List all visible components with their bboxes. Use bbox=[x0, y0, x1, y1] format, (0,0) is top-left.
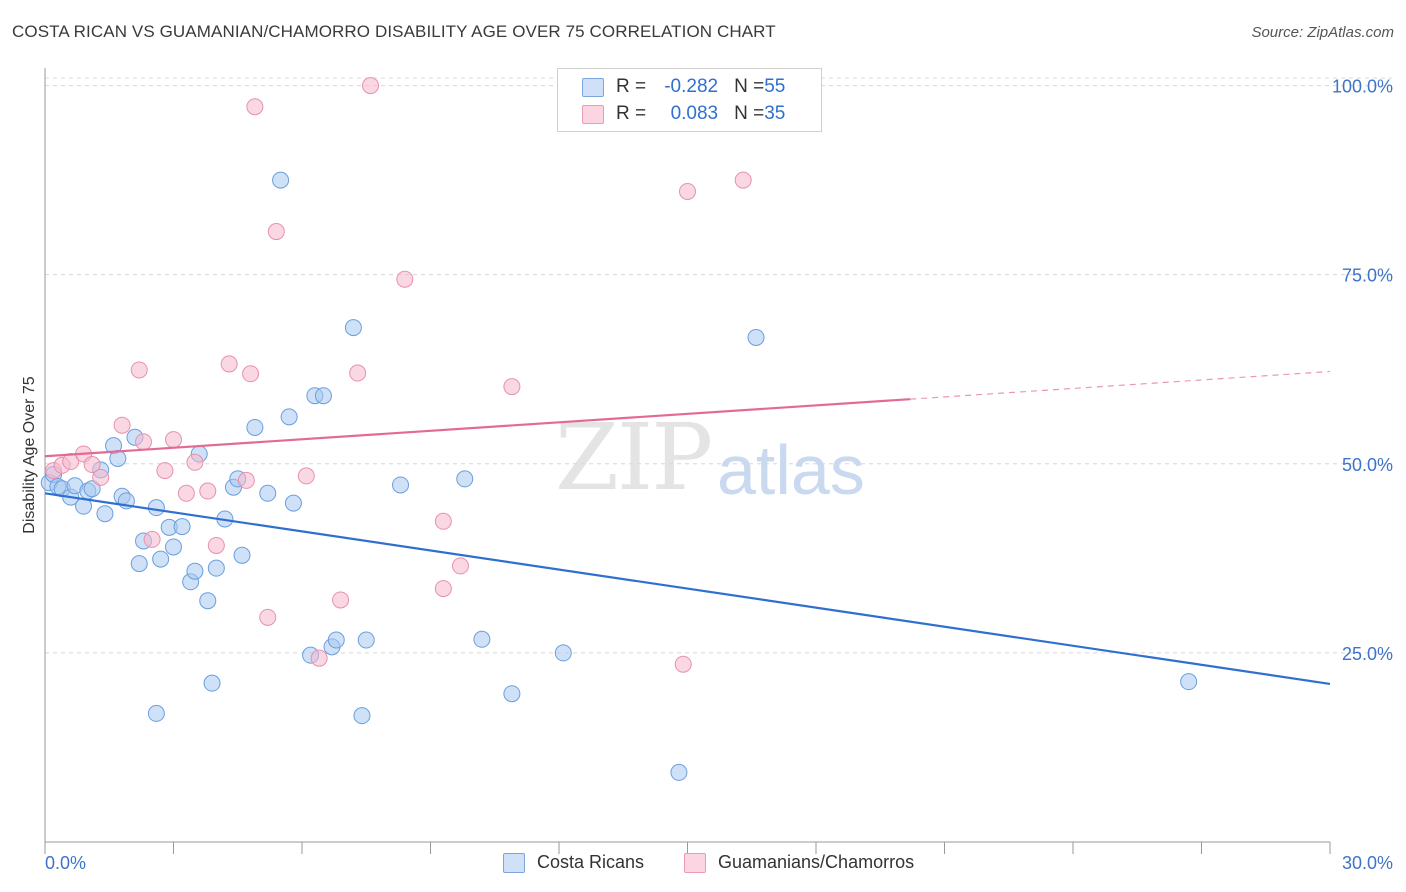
guamanian-point bbox=[451, 557, 469, 575]
guamanian-point bbox=[297, 467, 315, 485]
guamanian-point bbox=[259, 608, 277, 626]
guamanian-point bbox=[434, 512, 452, 530]
costa-rican-point bbox=[173, 518, 191, 536]
guamanian-point bbox=[156, 462, 174, 480]
costa-rican-point bbox=[259, 484, 277, 502]
guamanian-point bbox=[143, 530, 161, 548]
stats-legend: R = -0.282 N = 55 R = 0.083 N = 35 bbox=[557, 68, 822, 132]
costa-rican-point bbox=[473, 630, 491, 648]
guamanian-point bbox=[674, 655, 692, 673]
costa-rican-point bbox=[130, 555, 148, 573]
guamanian-point bbox=[349, 364, 367, 382]
costa-rican-point bbox=[147, 704, 165, 722]
costa-rican-point bbox=[233, 546, 251, 564]
guamanian-trendline bbox=[44, 398, 911, 458]
costa-rican-point bbox=[186, 562, 204, 580]
guamanian-point bbox=[246, 98, 264, 116]
guamanian-point bbox=[135, 433, 153, 451]
y-tick-label: 75.0% bbox=[1342, 266, 1393, 286]
costa-rican-point bbox=[246, 418, 264, 436]
costa-rican-point bbox=[392, 476, 410, 494]
guamanian-point bbox=[113, 416, 131, 434]
guamanian-point bbox=[267, 223, 285, 241]
legend-n-value: 35 bbox=[764, 103, 786, 124]
costa-rican-point bbox=[503, 685, 521, 703]
guamanian-point bbox=[186, 453, 204, 471]
y-tick-label: 100.0% bbox=[1332, 77, 1393, 97]
costa-rican-point bbox=[280, 408, 298, 426]
guamanian-point bbox=[734, 171, 752, 189]
guamanian-point bbox=[165, 431, 182, 449]
guamanian-point bbox=[177, 484, 195, 502]
legend-n-label: N = bbox=[734, 76, 765, 97]
costa-rican-point bbox=[284, 494, 302, 512]
bottom-legend-guamanians: Guamanians/Chamorros bbox=[684, 852, 914, 873]
legend-n-value: 55 bbox=[764, 76, 786, 97]
legend-swatch-costa-ricans bbox=[582, 77, 604, 97]
guamanian-point bbox=[92, 468, 110, 486]
guamanian-point bbox=[220, 355, 238, 373]
costa-rican-point bbox=[152, 550, 170, 568]
guamanian-point bbox=[396, 270, 414, 288]
costa-rican-point bbox=[207, 559, 225, 577]
costa-rican-point bbox=[96, 505, 114, 523]
guamanian-point bbox=[130, 361, 148, 379]
legend-n-label: N = bbox=[734, 103, 765, 124]
costa-rican-point bbox=[747, 328, 765, 346]
legend-r-value: -0.282 bbox=[664, 76, 719, 97]
legend-r-label: R = bbox=[616, 103, 647, 124]
legend-r-label: R = bbox=[616, 76, 647, 97]
guamanian-point bbox=[199, 482, 217, 500]
costa-rican-point bbox=[357, 631, 375, 649]
costa-rican-trendline bbox=[44, 492, 1331, 685]
bottom-legend-swatch-guamanians bbox=[684, 852, 706, 873]
costa-rican-point bbox=[327, 631, 345, 649]
costa-rican-point bbox=[314, 387, 332, 405]
costa-rican-point bbox=[344, 319, 362, 337]
costa-rican-point bbox=[165, 538, 182, 556]
costa-rican-point bbox=[83, 480, 101, 498]
guamanian-trendline-extension bbox=[910, 370, 1331, 400]
guamanian-point bbox=[434, 580, 452, 598]
bottom-legend-costa-ricans: Costa Ricans bbox=[503, 852, 644, 873]
x-tick-label: 0.0% bbox=[45, 853, 86, 873]
y-tick-label: 25.0% bbox=[1342, 644, 1393, 664]
guamanian-point bbox=[83, 456, 101, 474]
costa-rican-point bbox=[456, 470, 474, 488]
costa-rican-point bbox=[670, 763, 688, 781]
guamanian-point bbox=[362, 77, 380, 95]
bottom-legend-label: Costa Ricans bbox=[537, 852, 645, 872]
guamanian-point bbox=[237, 471, 255, 489]
bottom-legend-swatch-costa-ricans bbox=[503, 852, 525, 873]
guamanian-point bbox=[679, 182, 696, 200]
guamanian-point bbox=[207, 536, 225, 554]
legend-row-costa-ricans: R = -0.282 N = 55 bbox=[582, 75, 785, 99]
guamanian-point bbox=[310, 649, 328, 667]
chart-title: COSTA RICAN VS GUAMANIAN/CHAMORRO DISABI… bbox=[12, 22, 776, 41]
costa-rican-point bbox=[203, 674, 221, 692]
costa-rican-point bbox=[554, 644, 572, 662]
costa-rican-point bbox=[1180, 673, 1198, 691]
guamanian-point bbox=[242, 365, 260, 383]
guamanian-point bbox=[332, 591, 350, 609]
y-tick-label: 50.0% bbox=[1342, 455, 1393, 475]
legend-swatch-guamanians bbox=[582, 104, 604, 124]
watermark-atlas: atlas bbox=[717, 431, 865, 509]
legend-r-value: 0.083 bbox=[670, 103, 719, 124]
guamanian-point bbox=[503, 378, 521, 396]
x-tick-label: 30.0% bbox=[1342, 853, 1393, 873]
source-label: Source: ZipAtlas.com bbox=[1251, 24, 1394, 41]
bottom-legend-label: Guamanians/Chamorros bbox=[718, 852, 915, 872]
costa-rican-point bbox=[199, 592, 217, 610]
costa-rican-point bbox=[353, 707, 371, 725]
costa-rican-point bbox=[147, 499, 165, 517]
legend-row-guamanians: R = 0.083 N = 35 bbox=[582, 102, 785, 126]
costa-rican-point bbox=[272, 171, 290, 189]
